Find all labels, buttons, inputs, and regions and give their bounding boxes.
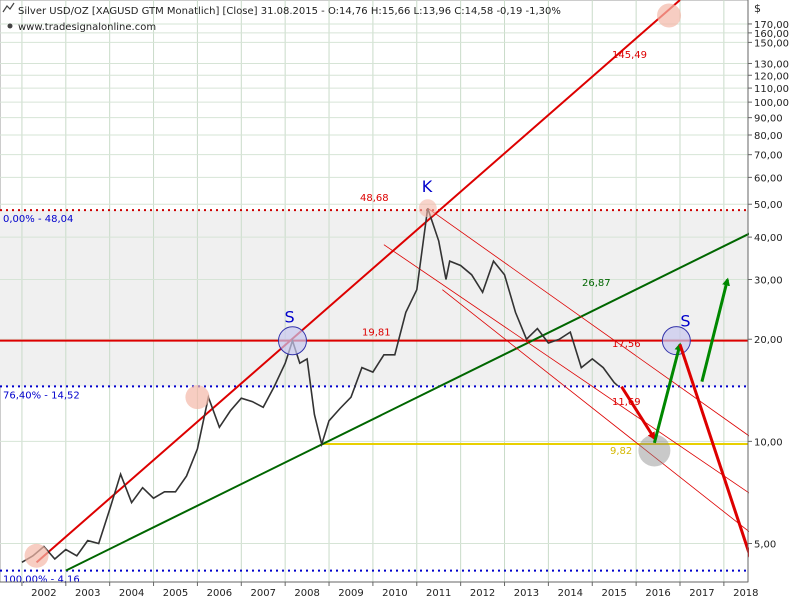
hline-label-3: 9,82	[610, 446, 632, 457]
arrow-green-1	[652, 342, 683, 444]
x-tick-label: 2013	[514, 588, 539, 599]
x-tick-label: 2012	[470, 588, 495, 599]
hline-label-2: 76,40% - 14,52	[3, 390, 80, 401]
x-tick-label: 2005	[163, 588, 188, 599]
arrow-green-2	[700, 277, 730, 382]
annotation-s1-circle	[277, 326, 307, 356]
channel-line-1	[383, 244, 757, 499]
y-tick-label: 110,00	[754, 84, 789, 95]
arrow-red-2	[678, 344, 759, 579]
touch-circle-0	[24, 543, 49, 568]
layer-marks: 0,00% - 48,04 19,81 76,40% - 14,52 9,82 100,…	[3, 3, 759, 586]
x-tick-label: 2014	[558, 588, 583, 599]
x-axis-bg	[0, 583, 800, 600]
channel-label-0: 17,56	[612, 339, 641, 350]
y-tick-label: 40,00	[754, 233, 783, 244]
y-tick-label: 160,00	[754, 29, 789, 40]
layer-series	[21, 207, 619, 563]
x-tick-label: 2008	[294, 588, 319, 599]
hline-label-0: 0,00% - 48,04	[3, 214, 73, 225]
y-tick-label: 100,00	[754, 98, 789, 109]
touch-circle-2	[657, 3, 682, 28]
bottom-circle	[638, 434, 671, 467]
channel-label-1: 11,69	[612, 397, 641, 408]
fib-band	[0, 210, 748, 387]
y-tick-label: 80,00	[754, 131, 783, 142]
chart-header-title: Silver USD/OZ [XAGUSD GTM Monatlich] [Cl…	[18, 6, 561, 17]
x-tick-label: 2011	[426, 588, 451, 599]
y-tick-label: 10,00	[754, 437, 783, 448]
x-tick-label: 2003	[75, 588, 100, 599]
trend-label-1: 26,87	[582, 278, 611, 289]
x-tick-label: 2018	[733, 588, 758, 599]
x-tick-label: 2009	[338, 588, 363, 599]
price-line	[21, 207, 619, 563]
x-tick-label: 2002	[31, 588, 56, 599]
y-tick-label: 5,00	[754, 539, 776, 550]
x-tick-label: 2015	[601, 588, 626, 599]
y-tick-label: 20,00	[754, 335, 783, 346]
y-tick-label: 50,00	[754, 200, 783, 211]
chart-header-url: www.tradesignalonline.com	[18, 22, 156, 33]
annotation-s1: S	[284, 308, 294, 327]
touch-circle-1	[185, 385, 210, 410]
y-tick-label: 30,00	[754, 276, 783, 287]
annotation-k-circle	[418, 199, 437, 218]
x-tick-label: 2017	[689, 588, 714, 599]
y-tick-label: 60,00	[754, 173, 783, 184]
y-tick-label: 70,00	[754, 151, 783, 162]
hline-label-4: 100,00% - 4,16	[3, 575, 80, 586]
annotation-k: K	[422, 177, 433, 196]
x-tick-label: 2004	[119, 588, 144, 599]
x-tick-label: 2007	[250, 588, 275, 599]
y-axis-label: $	[754, 2, 761, 15]
trend-line-1	[65, 229, 758, 572]
y-tick-label: 90,00	[754, 114, 783, 125]
x-tick-label: 2006	[207, 588, 232, 599]
arrow-red-1	[620, 385, 656, 441]
chart-icon	[2, 2, 15, 13]
annotation-s2: S	[680, 312, 690, 331]
y-tick-label: 170,00	[754, 20, 789, 31]
trend-label-0: 145,49	[612, 50, 647, 61]
hline-label-1: 19,81	[362, 328, 391, 339]
bullet-icon	[7, 23, 13, 29]
x-tick-label: 2010	[382, 588, 407, 599]
y-tick-label: 150,00	[754, 38, 789, 49]
layer-lines	[0, 0, 758, 572]
y-tick-label: 130,00	[754, 59, 789, 70]
channel-label-2: 48,68	[360, 193, 389, 204]
channel-line-2	[442, 289, 758, 539]
y-tick-label: 120,00	[754, 71, 789, 82]
annotation-s2-circle	[661, 326, 691, 356]
channel-line-0	[427, 207, 758, 442]
x-tick-label: 2016	[645, 588, 670, 599]
y-axis-bg	[749, 0, 800, 600]
trend-line-0	[35, 0, 681, 564]
